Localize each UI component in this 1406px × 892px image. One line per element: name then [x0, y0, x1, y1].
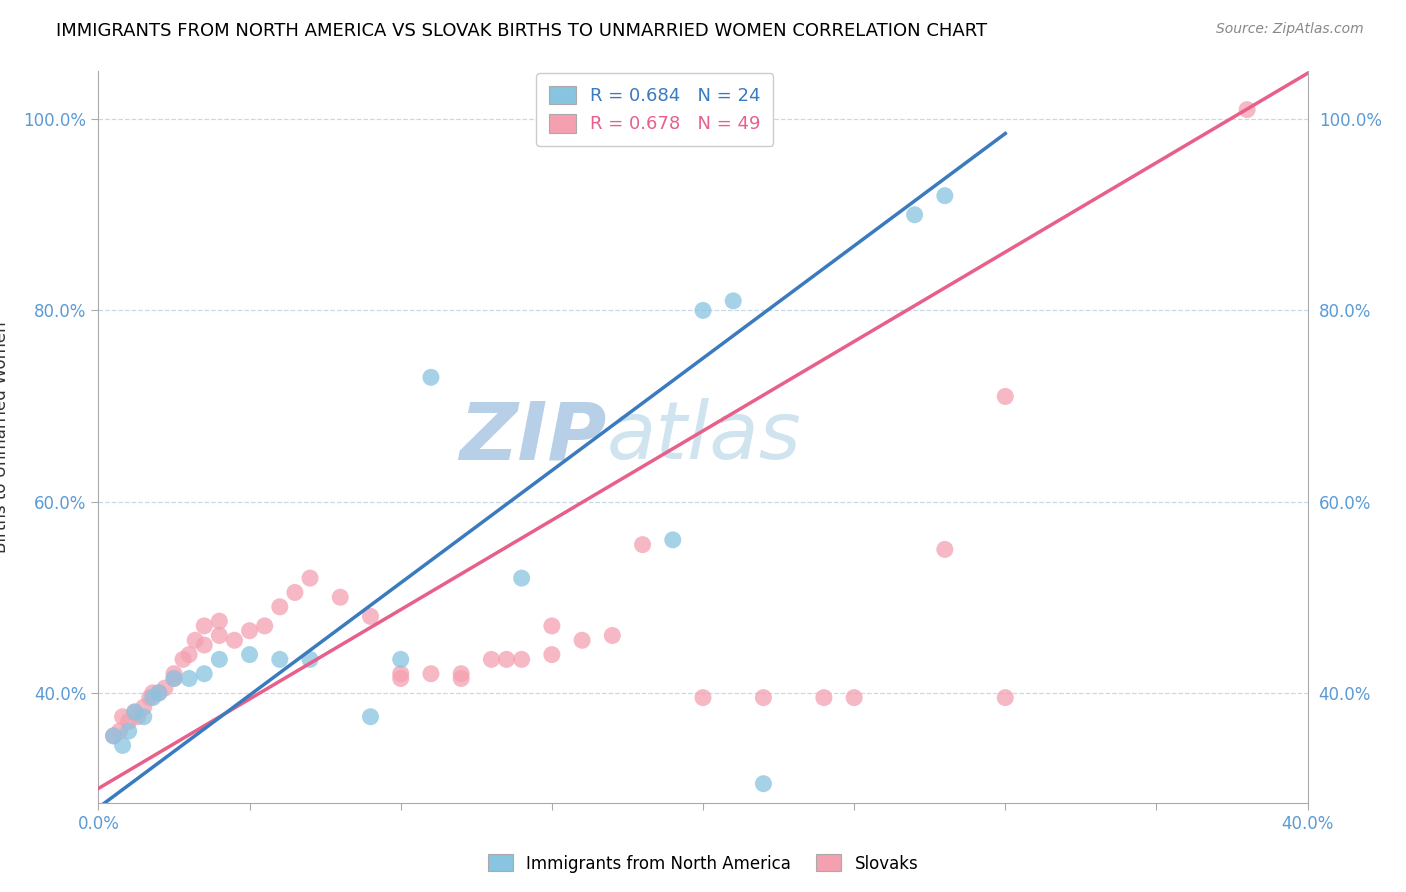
Point	[994, 690, 1017, 705]
Point	[692, 690, 714, 705]
Point	[481, 652, 503, 666]
Point	[239, 648, 262, 662]
Point	[172, 652, 194, 666]
Point	[420, 370, 443, 384]
Point	[142, 690, 165, 705]
Point	[510, 652, 533, 666]
Point	[329, 591, 352, 605]
Point	[360, 710, 382, 724]
Point	[934, 188, 956, 202]
Point	[661, 533, 683, 547]
Point	[153, 681, 176, 695]
Point	[540, 619, 562, 633]
Point	[752, 690, 775, 705]
Point	[844, 690, 866, 705]
Point	[193, 638, 215, 652]
Point	[193, 619, 215, 633]
Point	[389, 672, 412, 686]
Point	[139, 690, 162, 705]
Point	[752, 777, 775, 791]
Point	[239, 624, 262, 638]
Point	[148, 686, 170, 700]
Point	[163, 672, 186, 686]
Point	[723, 293, 745, 308]
Point	[118, 724, 141, 739]
Point	[450, 666, 472, 681]
Point	[148, 686, 170, 700]
Text: IMMIGRANTS FROM NORTH AMERICA VS SLOVAK BIRTHS TO UNMARRIED WOMEN CORRELATION CH: IMMIGRANTS FROM NORTH AMERICA VS SLOVAK …	[56, 22, 987, 40]
Point	[934, 542, 956, 557]
Point	[124, 705, 146, 719]
Point	[111, 710, 134, 724]
Point	[132, 710, 155, 724]
Point	[540, 648, 562, 662]
Point	[103, 729, 125, 743]
Point	[631, 538, 654, 552]
Point	[208, 614, 231, 628]
Point	[692, 303, 714, 318]
Point	[389, 652, 412, 666]
Point	[904, 208, 927, 222]
Point	[299, 652, 322, 666]
Point	[118, 714, 141, 729]
Point	[510, 571, 533, 585]
Legend: R = 0.684   N = 24, R = 0.678   N = 49: R = 0.684 N = 24, R = 0.678 N = 49	[536, 73, 773, 146]
Point	[208, 628, 231, 642]
Y-axis label: Births to Unmarried Women: Births to Unmarried Women	[0, 321, 10, 553]
Point	[1236, 103, 1258, 117]
Point	[269, 599, 291, 614]
Text: ZIP: ZIP	[458, 398, 606, 476]
Point	[495, 652, 517, 666]
Point	[163, 666, 186, 681]
Point	[813, 690, 835, 705]
Point	[111, 739, 134, 753]
Point	[132, 700, 155, 714]
Point	[108, 724, 131, 739]
Point	[420, 666, 443, 681]
Legend: Immigrants from North America, Slovaks: Immigrants from North America, Slovaks	[481, 847, 925, 880]
Text: Source: ZipAtlas.com: Source: ZipAtlas.com	[1216, 22, 1364, 37]
Point	[124, 705, 146, 719]
Point	[163, 672, 186, 686]
Point	[253, 619, 276, 633]
Point	[994, 389, 1017, 403]
Text: atlas: atlas	[606, 398, 801, 476]
Point	[179, 648, 201, 662]
Point	[179, 672, 201, 686]
Point	[103, 729, 125, 743]
Point	[571, 633, 593, 648]
Point	[602, 628, 624, 642]
Point	[184, 633, 207, 648]
Point	[127, 710, 149, 724]
Point	[142, 686, 165, 700]
Point	[193, 666, 215, 681]
Point	[299, 571, 322, 585]
Point	[389, 666, 412, 681]
Point	[208, 652, 231, 666]
Point	[360, 609, 382, 624]
Point	[284, 585, 307, 599]
Point	[450, 672, 472, 686]
Point	[269, 652, 291, 666]
Point	[224, 633, 246, 648]
